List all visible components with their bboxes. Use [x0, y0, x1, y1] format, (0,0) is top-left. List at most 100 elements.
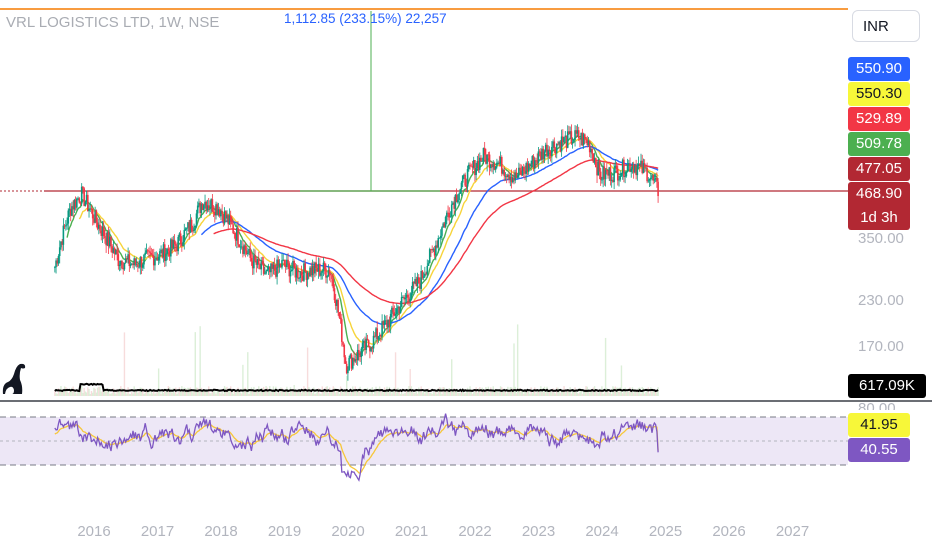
candle-body — [524, 170, 526, 174]
candle-body — [645, 167, 647, 169]
candle — [424, 266, 426, 279]
volume-bar — [211, 390, 214, 396]
candle — [74, 196, 77, 211]
candle — [431, 245, 433, 254]
candle-body — [560, 136, 563, 152]
candle-body — [466, 169, 469, 187]
candle — [608, 166, 611, 182]
candle-body — [179, 233, 182, 244]
candle — [521, 165, 524, 177]
candle-body — [522, 167, 525, 171]
candle-body — [146, 250, 149, 252]
volume-bar — [443, 387, 446, 396]
candle — [281, 253, 283, 270]
volume-bar — [256, 389, 259, 396]
candle-body — [437, 238, 440, 248]
volume-bar — [625, 392, 628, 396]
volume-bar — [300, 392, 303, 396]
candle-body — [325, 268, 327, 278]
candle-body — [54, 267, 56, 269]
volume-bar — [392, 390, 394, 396]
candle-body — [115, 249, 117, 255]
candle-body — [555, 143, 558, 154]
volume-bar — [348, 392, 350, 396]
candle — [487, 151, 490, 162]
candle — [413, 281, 415, 289]
candle-body — [421, 271, 424, 278]
volume-bar — [90, 391, 93, 396]
candle-body — [165, 253, 167, 262]
candle-body — [264, 273, 266, 275]
candle-body — [73, 199, 76, 210]
volume-bar — [415, 388, 418, 396]
price-badge-ema-green: 509.78 — [848, 132, 910, 156]
volume-bar — [463, 393, 465, 396]
x-tick-2017: 2017 — [140, 523, 175, 540]
candle-body — [148, 250, 150, 252]
volume-bar — [617, 387, 619, 396]
dinosaur-icon[interactable] — [0, 354, 30, 399]
candle — [399, 300, 402, 314]
candle-body — [206, 205, 209, 211]
candle — [475, 162, 477, 180]
candle — [408, 293, 410, 306]
volume-bar — [304, 388, 306, 396]
candle — [460, 180, 463, 197]
volume-bar — [347, 391, 349, 396]
x-tick-2023: 2023 — [521, 523, 556, 540]
candle-body — [446, 212, 448, 217]
volume-bar — [453, 388, 455, 396]
candle-body — [387, 319, 390, 327]
candle-body — [596, 167, 598, 176]
candle-body — [438, 237, 441, 239]
volume-bar — [260, 388, 262, 396]
candle — [194, 225, 197, 234]
candle — [255, 256, 258, 273]
candle — [122, 261, 125, 275]
candle-body — [332, 278, 335, 289]
price-badge-ema-yellow: 550.30 — [848, 82, 910, 106]
price-badge-prev: 477.05 — [848, 157, 910, 181]
volume-bar — [646, 388, 648, 396]
candle-body — [183, 230, 186, 242]
candle — [130, 262, 133, 266]
volume-bar — [201, 389, 204, 396]
volume-bar — [653, 390, 656, 396]
candle — [525, 161, 528, 182]
candle — [470, 163, 473, 167]
candle — [386, 314, 388, 333]
volume-bar — [63, 386, 66, 396]
candle-body — [383, 320, 386, 325]
candle-body — [83, 188, 85, 206]
volume-bar — [93, 387, 95, 396]
candle — [239, 239, 242, 254]
candle-body — [266, 269, 269, 272]
candle — [395, 303, 398, 320]
candle — [216, 202, 219, 216]
candle — [76, 197, 78, 211]
candle — [615, 161, 618, 174]
candle-body — [62, 225, 65, 245]
candle-body — [566, 131, 569, 148]
volume-bar — [214, 390, 216, 396]
volume-bar — [651, 389, 653, 396]
candle-body — [281, 260, 283, 268]
candle — [212, 205, 215, 217]
volume-bar — [240, 393, 243, 396]
volume-bar — [567, 389, 569, 396]
candle-body — [476, 160, 479, 169]
candle-body — [533, 160, 536, 169]
candle-body — [159, 251, 161, 257]
candle-body — [579, 138, 581, 140]
candle — [63, 223, 66, 230]
volume-bar — [650, 387, 652, 396]
volume-bar — [369, 393, 371, 396]
candle-body — [161, 249, 164, 258]
x-tick-2019: 2019 — [267, 523, 302, 540]
volume-bar — [111, 392, 113, 396]
volume-bar — [628, 391, 630, 396]
currency-selector[interactable]: INR — [852, 10, 920, 42]
candle — [369, 345, 371, 359]
candle-body — [157, 256, 160, 261]
